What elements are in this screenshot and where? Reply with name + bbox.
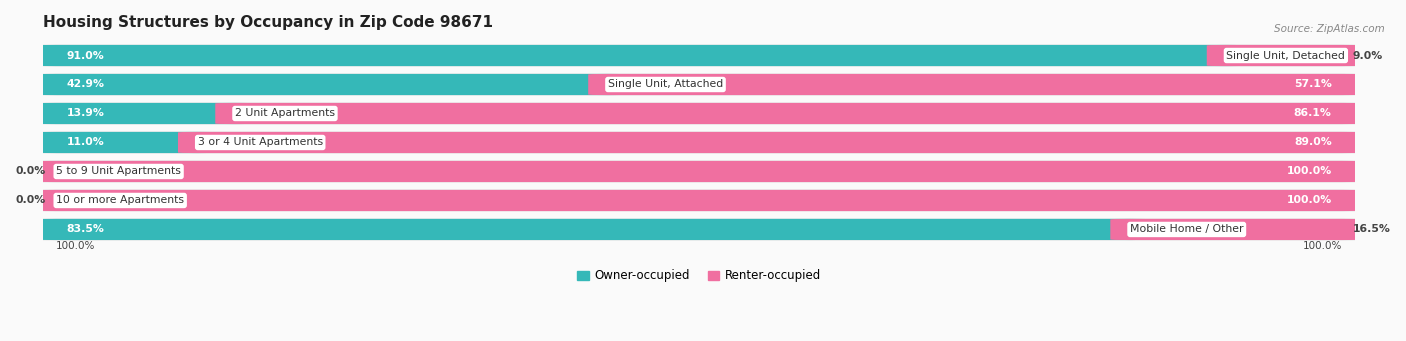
FancyBboxPatch shape [37, 74, 1362, 95]
Text: 83.5%: 83.5% [66, 224, 104, 235]
Text: 0.0%: 0.0% [15, 166, 46, 177]
FancyBboxPatch shape [37, 161, 1362, 182]
Text: 100.0%: 100.0% [1286, 195, 1331, 206]
FancyBboxPatch shape [215, 103, 1362, 124]
Text: 9.0%: 9.0% [1353, 50, 1384, 60]
Text: 10 or more Apartments: 10 or more Apartments [56, 195, 184, 206]
FancyBboxPatch shape [179, 132, 1362, 153]
FancyBboxPatch shape [37, 132, 218, 153]
FancyBboxPatch shape [37, 190, 1362, 211]
Text: 100.0%: 100.0% [56, 241, 96, 251]
FancyBboxPatch shape [37, 219, 1150, 240]
Text: 57.1%: 57.1% [1294, 79, 1331, 89]
FancyBboxPatch shape [37, 161, 1362, 182]
Text: 91.0%: 91.0% [66, 50, 104, 60]
Text: 0.0%: 0.0% [15, 195, 46, 206]
Text: 100.0%: 100.0% [1303, 241, 1343, 251]
Text: Housing Structures by Occupancy in Zip Code 98671: Housing Structures by Occupancy in Zip C… [44, 15, 494, 30]
Text: Single Unit, Attached: Single Unit, Attached [607, 79, 723, 89]
FancyBboxPatch shape [37, 45, 1362, 66]
Text: 100.0%: 100.0% [1286, 166, 1331, 177]
FancyBboxPatch shape [37, 45, 1246, 66]
FancyBboxPatch shape [1206, 45, 1362, 66]
Text: 5 to 9 Unit Apartments: 5 to 9 Unit Apartments [56, 166, 181, 177]
Text: 13.9%: 13.9% [66, 108, 104, 118]
Text: 11.0%: 11.0% [66, 137, 104, 148]
Text: Source: ZipAtlas.com: Source: ZipAtlas.com [1274, 24, 1385, 34]
Text: 89.0%: 89.0% [1294, 137, 1331, 148]
Legend: Owner-occupied, Renter-occupied: Owner-occupied, Renter-occupied [572, 264, 827, 287]
FancyBboxPatch shape [37, 190, 1362, 211]
FancyBboxPatch shape [37, 103, 254, 124]
FancyBboxPatch shape [588, 74, 1362, 95]
Text: 16.5%: 16.5% [1353, 224, 1391, 235]
FancyBboxPatch shape [1111, 219, 1362, 240]
FancyBboxPatch shape [37, 74, 627, 95]
FancyBboxPatch shape [44, 192, 103, 209]
FancyBboxPatch shape [37, 103, 1362, 124]
FancyBboxPatch shape [44, 163, 103, 180]
Text: 42.9%: 42.9% [66, 79, 104, 89]
Text: 2 Unit Apartments: 2 Unit Apartments [235, 108, 335, 118]
Text: Mobile Home / Other: Mobile Home / Other [1130, 224, 1243, 235]
Text: Single Unit, Detached: Single Unit, Detached [1226, 50, 1346, 60]
FancyBboxPatch shape [37, 132, 1362, 153]
Text: 3 or 4 Unit Apartments: 3 or 4 Unit Apartments [198, 137, 323, 148]
FancyBboxPatch shape [37, 219, 1362, 240]
Text: 86.1%: 86.1% [1294, 108, 1331, 118]
